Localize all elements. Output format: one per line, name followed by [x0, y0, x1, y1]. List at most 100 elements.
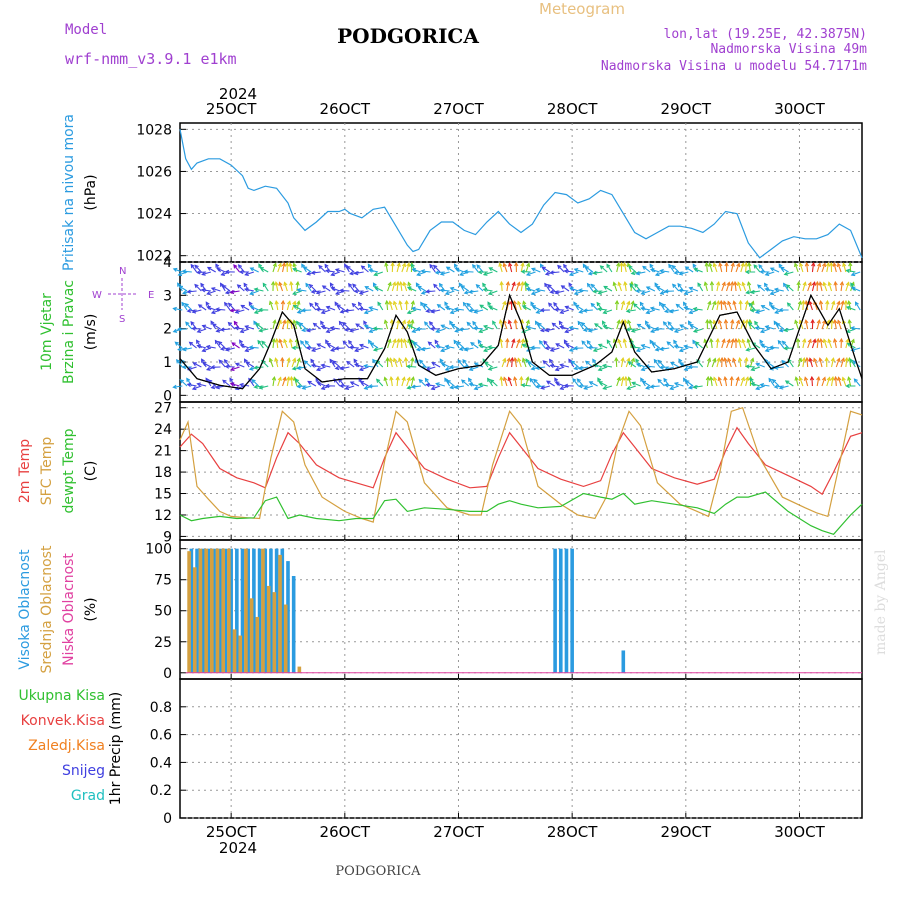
- cloud-bar: [272, 592, 277, 673]
- wind-arrow-head: [206, 266, 212, 271]
- cloud-bar: [269, 548, 273, 673]
- wind-arrow: [574, 268, 584, 273]
- wind-arrow-head: [525, 282, 530, 287]
- wind-arrow-head: [845, 281, 850, 286]
- wind-arrow: [679, 347, 689, 352]
- wind-arrow-head: [627, 361, 632, 366]
- wind-arrow: [503, 320, 508, 330]
- wind-arrow-head: [836, 300, 841, 306]
- wind-arrow-head: [406, 319, 411, 324]
- wind-arrow-head: [487, 291, 493, 296]
- wind-arrow: [520, 339, 524, 349]
- wind-arrow: [854, 378, 861, 387]
- y-axis-label: Brzina i Pravac: [61, 280, 77, 384]
- wind-arrow: [746, 290, 756, 294]
- wind-arrow-head: [554, 377, 559, 382]
- wind-arrow-head: [769, 366, 774, 371]
- wind-arrow-head: [627, 319, 632, 324]
- wind-arrow: [750, 290, 761, 294]
- wind-arrow-head: [243, 287, 249, 292]
- wind-arrow: [521, 384, 531, 387]
- x-tick-label-top: 30OCT: [774, 100, 825, 118]
- wind-arrow: [751, 382, 761, 387]
- wind-arrow-head: [231, 342, 236, 347]
- wind-arrow: [317, 381, 326, 387]
- wind-arrow-head: [692, 384, 698, 390]
- wind-arrow: [364, 325, 374, 330]
- wind-arrow: [721, 339, 725, 349]
- wind-arrow-head: [459, 271, 464, 277]
- wind-arrow: [642, 380, 651, 387]
- wind-arrow-head: [549, 358, 554, 364]
- wind-arrow: [522, 343, 531, 349]
- wind-arrow-head: [741, 281, 746, 287]
- wind-arrow: [316, 308, 326, 311]
- wind-arrow: [250, 290, 259, 295]
- wind-arrow-head: [234, 386, 240, 391]
- wind-arrow: [625, 358, 630, 368]
- wind-arrow-head: [301, 385, 307, 390]
- wind-arrow: [436, 382, 445, 387]
- wind-arrow-head: [244, 325, 249, 330]
- wind-arrow-head: [640, 344, 646, 349]
- wind-arrow-head: [404, 299, 409, 305]
- cloud-bar: [198, 548, 203, 673]
- wind-arrow-head: [639, 301, 644, 306]
- wind-arrow-head: [292, 300, 297, 306]
- wind-arrow-head: [845, 268, 851, 274]
- wind-arrow-head: [389, 375, 394, 381]
- y-axis-label: Srednja Oblacnost: [39, 545, 55, 673]
- wind-arrow-head: [234, 362, 240, 367]
- wind-arrow: [846, 306, 856, 311]
- wind-arrow: [667, 321, 675, 330]
- wind-arrow-head: [818, 281, 823, 286]
- wind-arrow: [459, 328, 469, 331]
- wind-arrow: [396, 281, 399, 292]
- wind-arrow-head: [819, 337, 824, 343]
- wind-arrow-head: [483, 324, 488, 329]
- wind-arrow-head: [367, 384, 373, 389]
- year-bottom: 2024: [219, 839, 257, 857]
- wind-arrow-head: [730, 338, 735, 343]
- wind-arrow: [384, 320, 389, 330]
- wind-arrow: [732, 358, 737, 368]
- wind-arrow: [555, 343, 565, 349]
- wind-arrow-head: [257, 339, 262, 345]
- wind-arrow-head: [200, 288, 206, 293]
- wind-arrow: [672, 283, 680, 292]
- wind-arrow: [522, 358, 527, 368]
- wind-arrow: [340, 289, 350, 292]
- wind-arrow: [212, 323, 221, 330]
- wind-arrow: [245, 271, 255, 276]
- wind-arrow-head: [747, 321, 753, 327]
- wind-arrow: [439, 283, 446, 292]
- wind-arrow-head: [625, 327, 631, 332]
- wind-arrow-head: [712, 262, 717, 268]
- series-line: [179, 129, 863, 259]
- wind-arrow: [515, 282, 520, 292]
- wind-arrow-head: [668, 309, 674, 314]
- wind-arrow-head: [659, 268, 664, 274]
- wind-arrow-head: [258, 385, 263, 390]
- wind-arrow: [590, 303, 599, 311]
- wind-arrow-head: [205, 344, 211, 350]
- wind-arrow: [180, 379, 188, 387]
- wind-arrow: [262, 283, 269, 292]
- wind-arrow: [735, 377, 740, 387]
- wind-arrow: [693, 328, 703, 333]
- wind-arrow-head: [822, 281, 827, 287]
- wind-arrow-head: [617, 281, 622, 287]
- wind-arrow: [460, 271, 469, 276]
- wind-arrow-head: [812, 338, 817, 343]
- wind-arrow-head: [839, 337, 844, 343]
- wind-arrow: [569, 271, 579, 276]
- wind-arrow-head: [439, 358, 444, 363]
- wind-arrow: [735, 320, 740, 330]
- wind-arrow-head: [483, 361, 489, 366]
- cloud-bar: [278, 554, 282, 673]
- cloud-bar: [204, 548, 208, 673]
- wind-arrow: [336, 304, 345, 311]
- wind-arrow: [216, 267, 226, 273]
- wind-arrow-head: [779, 266, 785, 271]
- wind-arrow: [488, 290, 498, 295]
